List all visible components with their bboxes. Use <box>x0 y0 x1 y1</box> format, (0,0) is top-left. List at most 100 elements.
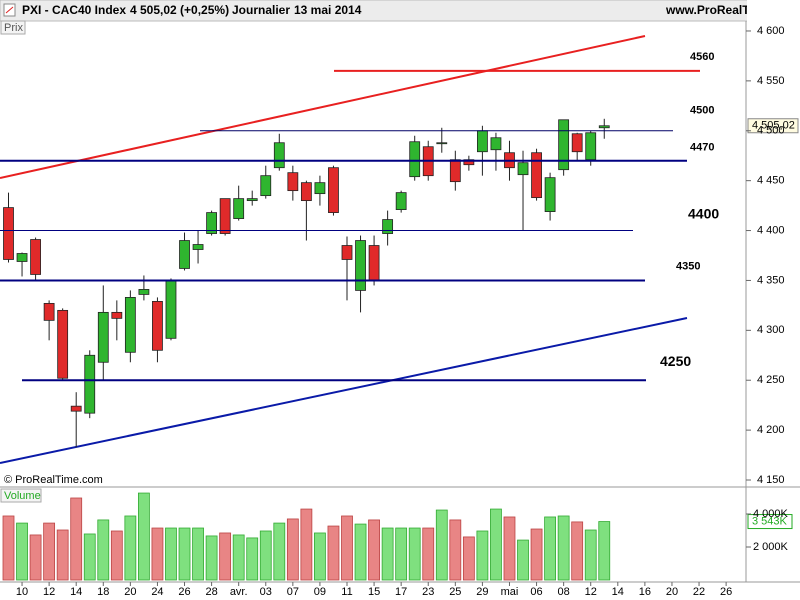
candle-body <box>111 311 123 319</box>
volume-bar <box>517 539 529 581</box>
x-tick-label: 26 <box>178 586 190 598</box>
candle-body <box>43 302 55 321</box>
candle-body <box>341 245 353 260</box>
candle-body <box>449 159 461 183</box>
x-tick-label: 23 <box>422 586 434 598</box>
level-label: 4500 <box>690 105 714 117</box>
candle-body <box>246 198 258 202</box>
candle-body <box>179 240 190 269</box>
x-tick-label: 10 <box>16 586 28 598</box>
x-tick-label: 12 <box>585 586 597 598</box>
trendline-upper <box>0 35 646 179</box>
candle-body <box>544 177 556 212</box>
x-tick-label: 03 <box>260 586 272 598</box>
level-label: 4250 <box>660 353 691 369</box>
volume-bar <box>530 528 543 581</box>
candle-body <box>409 141 421 178</box>
date: 13 mai 2014 <box>294 3 362 17</box>
candle-body <box>558 119 570 171</box>
x-tick-label: 25 <box>449 586 461 598</box>
x-tick-label: 12 <box>43 586 55 598</box>
volume-panel-label: Volume <box>4 490 41 502</box>
candle-body <box>571 133 583 153</box>
y-tick-label: 4 250 <box>757 374 785 386</box>
x-tick-label: 07 <box>287 586 299 598</box>
x-tick-label: 08 <box>558 586 570 598</box>
candle-body <box>517 162 529 176</box>
y-tick-label: 4 350 <box>757 274 785 286</box>
volume-bar <box>178 527 191 581</box>
period: Journalier <box>232 3 290 17</box>
candle-body <box>57 309 69 379</box>
y-tick-label: 4 450 <box>757 175 785 187</box>
volume-bar <box>584 529 597 581</box>
candle-body <box>97 311 109 363</box>
volume-bar <box>97 519 110 581</box>
y-tick-label: 4 150 <box>757 474 785 486</box>
y-tick-label: 4 600 <box>757 25 785 37</box>
volume-bar <box>273 522 286 581</box>
volume-panel-tag <box>0 488 42 503</box>
x-tick-label: 18 <box>97 586 109 598</box>
candle-body <box>476 130 488 153</box>
x-tick-label: 06 <box>530 586 542 598</box>
y-tick-label: 4 500 <box>757 125 785 137</box>
x-tick-label: 28 <box>205 586 217 598</box>
volume-bar <box>381 527 394 581</box>
x-tick-label: 14 <box>612 586 624 598</box>
volume-bar <box>205 535 218 581</box>
candle-body <box>273 142 285 169</box>
volume-bar <box>435 509 448 581</box>
candle-body <box>70 405 82 412</box>
candle-body <box>300 182 312 202</box>
level-label: 4350 <box>676 260 700 272</box>
x-tick-label: 20 <box>666 586 678 598</box>
volume-bar <box>192 527 204 581</box>
volume-bar <box>165 527 177 581</box>
y2-tick-label: 2 000K <box>753 541 789 553</box>
x-tick-label: 24 <box>151 586 163 598</box>
candle-body <box>260 175 272 197</box>
level-label: 4560 <box>690 51 714 63</box>
volume-bar <box>110 530 123 581</box>
x-tick-label: 22 <box>693 586 705 598</box>
x-tick-label: mai <box>501 586 519 598</box>
x-tick-label: 26 <box>720 586 732 598</box>
x-tick-label: 11 <box>341 586 352 598</box>
x-tick-label: avr. <box>230 586 248 598</box>
volume-bar <box>286 518 299 581</box>
volume-bar <box>70 497 83 581</box>
volume-bar <box>56 529 69 581</box>
last-quote: 4 505,02 (+0,25%) <box>130 3 229 17</box>
candle-body <box>382 219 394 234</box>
volume-bar <box>2 515 15 581</box>
candle-body <box>138 289 150 295</box>
volume-bar <box>16 522 28 581</box>
volume-bar <box>29 534 42 581</box>
volume-bar <box>232 534 245 581</box>
candle-body <box>124 297 136 353</box>
volume-bar <box>449 519 462 581</box>
volume-bar <box>151 527 164 581</box>
copyright: © ProRealTime.com <box>4 474 103 486</box>
volume-bar <box>83 533 96 581</box>
candle-body <box>84 354 96 414</box>
candle-body <box>3 207 14 260</box>
x-tick-label: 29 <box>476 586 488 598</box>
price-panel-tag <box>0 20 26 35</box>
y-tick-label: 4 550 <box>757 75 785 87</box>
volume-bar <box>557 515 570 581</box>
x-tick-label: 14 <box>70 586 82 598</box>
volume-bar <box>246 537 259 581</box>
candle-body <box>355 240 366 291</box>
chart-title: PXI - CAC40 Index <box>22 3 126 17</box>
candle-body <box>531 152 542 199</box>
candle-body <box>490 137 502 151</box>
level-label: 4400 <box>688 205 719 221</box>
candle-body <box>598 125 610 129</box>
volume-bar <box>503 516 516 581</box>
volume-bar <box>219 532 232 581</box>
y2-tick-label: 4 000K <box>753 508 789 520</box>
price-panel-label: Prix <box>4 22 23 34</box>
level-label: 4470 <box>690 142 714 154</box>
